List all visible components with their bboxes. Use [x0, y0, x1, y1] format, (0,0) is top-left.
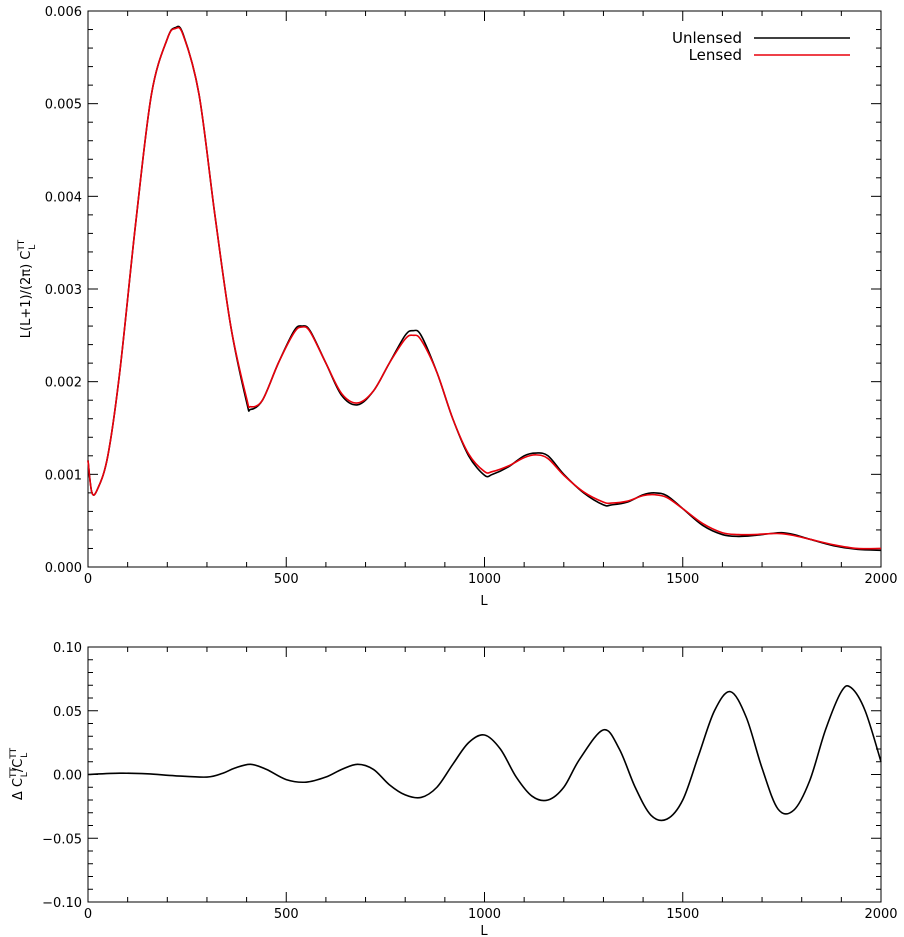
top-y-tick-label: 0.000 [45, 561, 82, 576]
top-y-tick-label: 0.002 [45, 376, 82, 391]
top-x-tick-label: 500 [274, 572, 299, 587]
top-x-tick-label: 2000 [864, 572, 897, 587]
top-line-lensed [87, 26, 882, 550]
bottom-y-ticks: −0.10 −0.05 0.00 0.05 0.10 [42, 641, 881, 911]
bottom-y-axis-label-main: Δ C [11, 778, 26, 800]
bottom-x-tick-label: 2000 [864, 907, 897, 922]
top-y-axis-label-main: L(L+1)/(2π) C [19, 251, 34, 339]
legend: Unlensed Lensed [672, 29, 850, 64]
top-x-tick-label: 0 [84, 572, 92, 587]
top-y-axis-label-sub: L [28, 245, 38, 250]
bottom-x-tick-label: 1500 [666, 907, 699, 922]
bottom-line-series-0 [87, 684, 882, 822]
top-x-axis-label: L [480, 594, 488, 609]
bottom-y-axis-label: Δ CTTL/CTTL [9, 747, 30, 800]
top-plot-frame [87, 10, 882, 568]
bottom-x-ticks: 0 500 1000 1500 2000 [84, 647, 898, 922]
bottom-series [87, 684, 882, 822]
bottom-y-tick-label: 0.00 [53, 769, 82, 784]
top-y-ticks: 0.000 0.001 0.002 0.003 0.004 0.005 0.006 [45, 5, 881, 576]
bottom-x-tick-label: 500 [274, 907, 299, 922]
top-y-tick-label: 0.005 [45, 98, 82, 113]
top-x-ticks: 0 500 1000 1500 2000 [84, 11, 898, 587]
top-panel: 0 500 1000 1500 2000 0.0000.0010.0020.0030.0… [17, 5, 898, 609]
bottom-y-tick-label: 0.10 [53, 641, 82, 656]
top-y-tick-label: 0.004 [45, 190, 82, 205]
bottom-y-axis-label-sub: L [20, 772, 30, 777]
top-x-tick-label: 1500 [666, 572, 699, 587]
top-y-tick-label: 0.003 [45, 283, 82, 298]
bottom-x-axis-label: L [480, 924, 488, 937]
legend-label-lensed: Lensed [689, 46, 742, 64]
bottom-x-tick-label: 1000 [468, 907, 501, 922]
legend-label-unlensed: Unlensed [672, 29, 742, 47]
bottom-y-axis-label-sup: TT [9, 767, 19, 779]
top-y-tick-label: 0.006 [45, 5, 82, 20]
bottom-y-tick-label: −0.05 [42, 832, 82, 847]
bottom-y-axis-label-sup2: TT [9, 747, 19, 759]
bottom-y-tick-label: 0.05 [53, 705, 82, 720]
bottom-y-axis-label-sub2: L [20, 753, 30, 758]
top-series [87, 25, 882, 552]
top-y-axis-label-sup: TT [17, 239, 27, 251]
top-y-axis-label: L(L+1)/(2π) CTTL [17, 239, 38, 338]
top-x-tick-label: 1000 [468, 572, 501, 587]
bottom-x-tick-label: 0 [84, 907, 92, 922]
bottom-plot-frame [87, 646, 882, 903]
top-y-tick-label: 0.001 [45, 468, 82, 483]
bottom-y-tick-label: −0.10 [42, 896, 82, 911]
top-line-unlensed [87, 25, 882, 552]
bottom-y-axis-label-mid: /C [11, 759, 26, 772]
bottom-panel: 0 500 1000 1500 2000 −0.10−0.050.000.050.10 … [9, 641, 898, 937]
